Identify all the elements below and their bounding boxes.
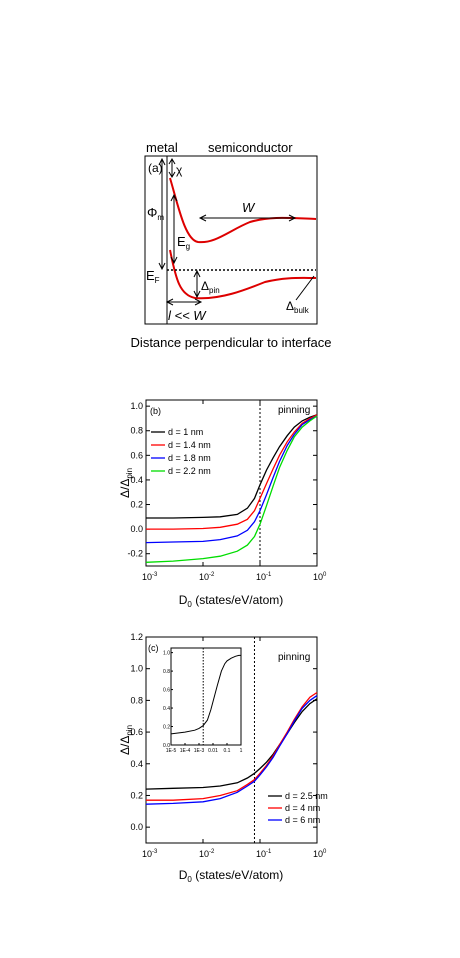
y-tick-label: 1.0 xyxy=(130,664,143,674)
panel-a-xlabel: Distance perpendicular to interface xyxy=(131,335,332,350)
y-tick-label: 0.0 xyxy=(130,822,143,832)
inset-y-tick-label: 0.4 xyxy=(163,706,170,712)
phi-m-label: Φm xyxy=(147,205,164,222)
series-line xyxy=(146,414,318,519)
series-line xyxy=(145,415,318,544)
chi-arrowheads xyxy=(168,158,176,178)
chart-c-frame xyxy=(145,636,318,844)
series-line xyxy=(145,415,318,563)
y-tick-label: 0.4 xyxy=(130,475,143,485)
y-tick-label: 0.0 xyxy=(130,524,143,534)
chart-b-series xyxy=(145,414,318,563)
y-tick-label: -0.2 xyxy=(127,549,143,559)
y-tick-label: 0.8 xyxy=(130,426,143,436)
series-line xyxy=(146,691,318,801)
x-tick-label: 10-2 xyxy=(199,849,215,859)
chart-c-annotation: pinning xyxy=(278,652,310,663)
inset-x-tick-label: 1E-5 xyxy=(166,748,177,754)
inset-frame xyxy=(170,647,242,746)
series-line xyxy=(146,414,318,530)
inset-x-tick-label: 1E-3 xyxy=(194,748,205,754)
delta-pin-label: Δpin xyxy=(201,279,220,295)
x-tick-label: 10-3 xyxy=(142,849,158,859)
legend-label: d = 1 nm xyxy=(168,427,203,437)
phi-m-arrowheads xyxy=(158,157,166,271)
eg-arrowheads xyxy=(170,193,178,265)
legend-label: d = 2.2 nm xyxy=(168,466,211,476)
inset-y-tick-label: 0.6 xyxy=(163,688,170,694)
valence-band-curve xyxy=(169,249,317,300)
chart-c: 10-3 10-2 10-1 100 0.0 0.2 0.4 0.6 0.8 1.0 1.2 (c)… xyxy=(118,632,328,884)
chart-c-legend: d = 2.5 nm d = 4 nm d = 6 nm xyxy=(268,791,328,825)
y-tick-label: 0.8 xyxy=(130,695,143,705)
inset-y-tick-label: 0.0 xyxy=(163,743,170,749)
delta-bulk-pointer xyxy=(295,275,315,301)
legend-label: d = 4 nm xyxy=(285,803,320,813)
x-tick-label: 10-3 xyxy=(142,572,158,582)
legend-label: d = 1.8 nm xyxy=(168,453,211,463)
chart-c-axes: 10-3 10-2 10-1 100 0.0 0.2 0.4 0.6 0.8 1.0 1.2 xyxy=(130,632,327,859)
chart-b-frame xyxy=(145,399,318,567)
y-tick-label: 0.2 xyxy=(130,790,143,800)
x-tick-label: 100 xyxy=(313,572,327,582)
series-line xyxy=(145,698,318,790)
panel-a: metal semiconductor (a) χ Φm Eg W EF Δpi… xyxy=(131,140,332,350)
x-tick-label: 10-2 xyxy=(199,572,215,582)
semiconductor-header: semiconductor xyxy=(208,140,293,155)
inset-x-tick-label: 1 xyxy=(240,748,243,754)
y-tick-label: 0.6 xyxy=(130,727,143,737)
chart-c-series xyxy=(145,691,318,805)
series-line xyxy=(145,695,318,805)
x-tick-label: 100 xyxy=(313,849,327,859)
delta-bulk-label: Δbulk xyxy=(286,299,310,315)
y-tick-label: 0.4 xyxy=(130,759,143,769)
chi-label: χ xyxy=(176,163,183,177)
inset-y-tick-label: 0.2 xyxy=(163,725,170,731)
chart-b: 10-3 10-2 10-1 100 -0.2 0.0 0.2 0.4 0.6 0.8 1.0 (b… xyxy=(118,399,327,609)
chart-b-xlabel: D0 (states/eV/atom) xyxy=(179,593,284,609)
y-tick-label: 1.0 xyxy=(130,401,143,411)
chart-c-ylabel: Δ/Δpin xyxy=(118,725,134,755)
x-tick-label: 10-1 xyxy=(256,572,272,582)
inset-x-tick-label: 0.01 xyxy=(208,748,218,754)
w-arrowheads xyxy=(198,214,297,222)
inset-x-tick-label: 0.1 xyxy=(224,748,231,754)
chart-b-panel-label: (b) xyxy=(150,406,161,416)
inset-y-tick-label: 0.8 xyxy=(163,669,170,675)
legend-label: d = 2.5 nm xyxy=(285,791,328,801)
chart-c-xlabel: D0 (states/eV/atom) xyxy=(179,868,284,884)
chart-b-legend: d = 1 nm d = 1.4 nm d = 1.8 nm d = 2.2 nm xyxy=(151,427,211,476)
legend-label: d = 6 nm xyxy=(285,815,320,825)
metal-header: metal xyxy=(146,140,178,155)
eg-label: Eg xyxy=(177,234,190,251)
chart-c-panel-label: (c) xyxy=(148,643,159,653)
chart-b-ylabel: Δ/Δpin xyxy=(118,468,134,498)
inset-series-line xyxy=(170,654,241,735)
y-tick-label: 0.6 xyxy=(130,450,143,460)
inset-y-tick-label: 1.0 xyxy=(163,651,170,657)
panel-a-frame xyxy=(144,155,318,325)
delta-pin-arrowheads xyxy=(193,269,201,299)
legend-label: d = 1.4 nm xyxy=(168,440,211,450)
w-label: W xyxy=(242,200,256,215)
l-arrowheads xyxy=(165,298,203,306)
ef-label: EF xyxy=(146,268,160,285)
y-tick-label: 1.2 xyxy=(130,632,143,642)
inset-x-tick-label: 1E-4 xyxy=(180,748,191,754)
chart-b-annotation: pinning xyxy=(278,405,310,416)
y-tick-label: 0.2 xyxy=(130,500,143,510)
chart-c-inset: 1E-5 1E-4 1E-3 0.01 0.1 1 0.0 0.2 0.4 0.6 0.8 1.0 xyxy=(163,647,243,754)
l-label: l << W xyxy=(168,308,207,323)
x-tick-label: 10-1 xyxy=(256,849,272,859)
